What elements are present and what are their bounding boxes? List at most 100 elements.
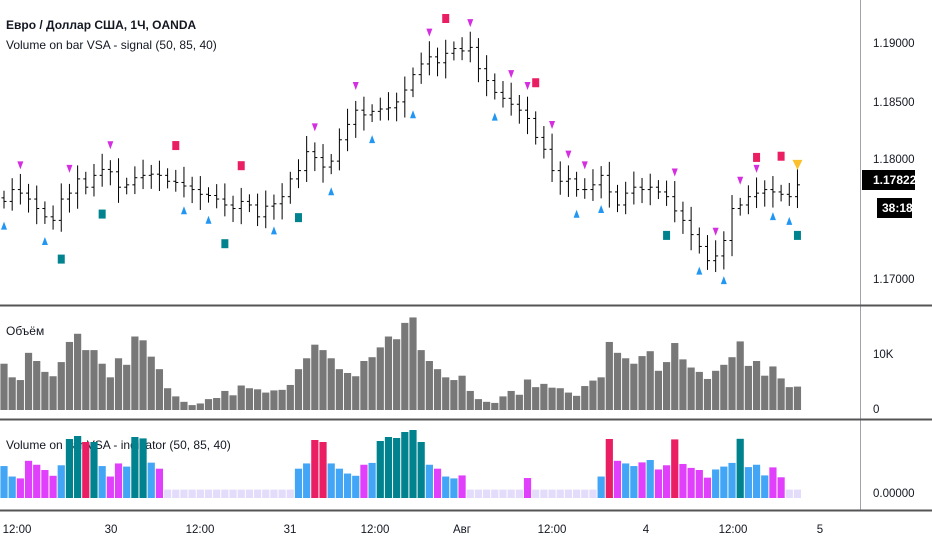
volume-bars [0, 317, 802, 410]
time-label: 12:00 [719, 524, 748, 536]
volume-bar [155, 369, 164, 410]
ohlc-bar [443, 39, 449, 79]
ohlc-bar [606, 161, 612, 208]
volume-bar [229, 395, 237, 410]
indicator-bar [213, 489, 221, 498]
pink-square-signal [532, 78, 540, 88]
ohlc-bar [222, 183, 228, 217]
ohlc-bar [672, 181, 678, 223]
volume-bar [671, 343, 679, 410]
volume-bar [515, 394, 523, 410]
indicator-bar [286, 489, 294, 498]
ohlc-bar [99, 153, 105, 187]
ohlc-bar [1, 190, 7, 209]
down-arrow-signal [581, 161, 588, 170]
indicator-bar [736, 438, 744, 498]
price-axis[interactable]: 1.19000 1.18500 1.18000 1.17000 [873, 38, 915, 286]
ohlc-bar [582, 178, 588, 199]
down-arrow-signal [549, 121, 556, 130]
pink-square-signal [777, 151, 785, 161]
price-tick-label: 1.18500 [873, 97, 915, 109]
countdown-tag-bg [877, 198, 912, 218]
indicator-bar [548, 489, 556, 498]
volume-bar [24, 352, 33, 410]
time-label: 12:00 [186, 524, 215, 536]
ohlc-bar [721, 231, 727, 270]
volume-bar [662, 362, 671, 410]
up-arrow-signal [696, 266, 703, 275]
volume-tick-label: 0 [873, 404, 879, 416]
volume-pane-title[interactable]: Объём [6, 324, 44, 338]
indicator-bar [229, 489, 237, 498]
price-tick-label: 1.19000 [873, 38, 915, 50]
indicator-bar [131, 437, 139, 498]
indicator-bar [164, 489, 172, 498]
ohlc-bar [83, 171, 89, 195]
indicator-bar [483, 489, 491, 498]
volume-bar [74, 333, 82, 410]
volume-bar [474, 399, 483, 410]
indicator-bar [515, 489, 523, 498]
volume-bar [401, 322, 409, 410]
volume-bar [98, 363, 106, 410]
down-arrow-signal [17, 161, 24, 170]
indicator-bar [90, 442, 98, 498]
indicator-bar [671, 439, 679, 498]
ohlc-bar [353, 100, 359, 138]
volume-bar [466, 390, 474, 410]
volume-bar [573, 395, 581, 410]
volume-bar [376, 347, 384, 410]
indicator-bar [98, 466, 106, 498]
volume-bar [196, 403, 204, 410]
volume-bar [262, 392, 270, 410]
ohlc-bar [435, 47, 441, 77]
study-title[interactable]: Volume on bar VSA - signal (50, 85, 40) [6, 38, 217, 52]
indicator-bar [319, 442, 327, 498]
indicator-bar [294, 468, 303, 498]
symbol-title[interactable]: Евро / Доллар США, 1Ч, OANDA [6, 18, 197, 32]
ohlc-bar [263, 190, 269, 229]
volume-bar [270, 390, 278, 410]
indicator-bar [474, 489, 483, 498]
ohlc-bar [156, 160, 162, 191]
indicator-bar [311, 440, 319, 498]
volume-bar [736, 341, 744, 410]
indicator-bar [581, 489, 589, 498]
ohlc-bar [230, 195, 236, 223]
volume-bar [188, 405, 196, 410]
down-arrow-signal [737, 176, 744, 185]
ohlc-bar [794, 169, 800, 209]
indicator-pane-title[interactable]: Volume on bar VSA - indicator (50, 85, 4… [6, 438, 231, 452]
volume-bar [417, 350, 425, 410]
indicator-bar [384, 437, 393, 498]
ohlc-bar [385, 92, 391, 121]
ohlc-bar [345, 108, 351, 152]
volume-bar [368, 357, 376, 410]
indicator-bar [540, 489, 548, 498]
down-arrow-signal [311, 123, 318, 132]
volume-bar [172, 396, 180, 410]
volume-bar [728, 357, 736, 410]
volume-bar [8, 377, 16, 410]
down-arrow-signal [565, 150, 572, 159]
indicator-bar [393, 438, 401, 498]
time-axis[interactable]: 12:00 30 12:00 31 12:00 Авг 12:00 4 12:0… [3, 524, 824, 536]
indicator-bar [41, 470, 49, 498]
ohlc-bar [17, 173, 23, 205]
ohlc-bar [312, 142, 318, 172]
signal-markers [1, 14, 803, 285]
ohlc-bar [713, 240, 719, 273]
volume-bar [744, 365, 752, 410]
ohlc-bar [737, 197, 743, 216]
volume-bar [393, 339, 401, 410]
volume-bar [540, 383, 548, 410]
ohlc-bar [394, 92, 400, 122]
ohlc-bar [140, 159, 146, 190]
up-arrow-signal [720, 276, 727, 285]
ohlc-bar [533, 111, 539, 145]
ohlc-bar [75, 165, 81, 209]
indicator-bar [147, 462, 155, 498]
ohlc-bar [304, 136, 310, 182]
indicator-bar [196, 489, 204, 498]
volume-bar [793, 386, 802, 410]
